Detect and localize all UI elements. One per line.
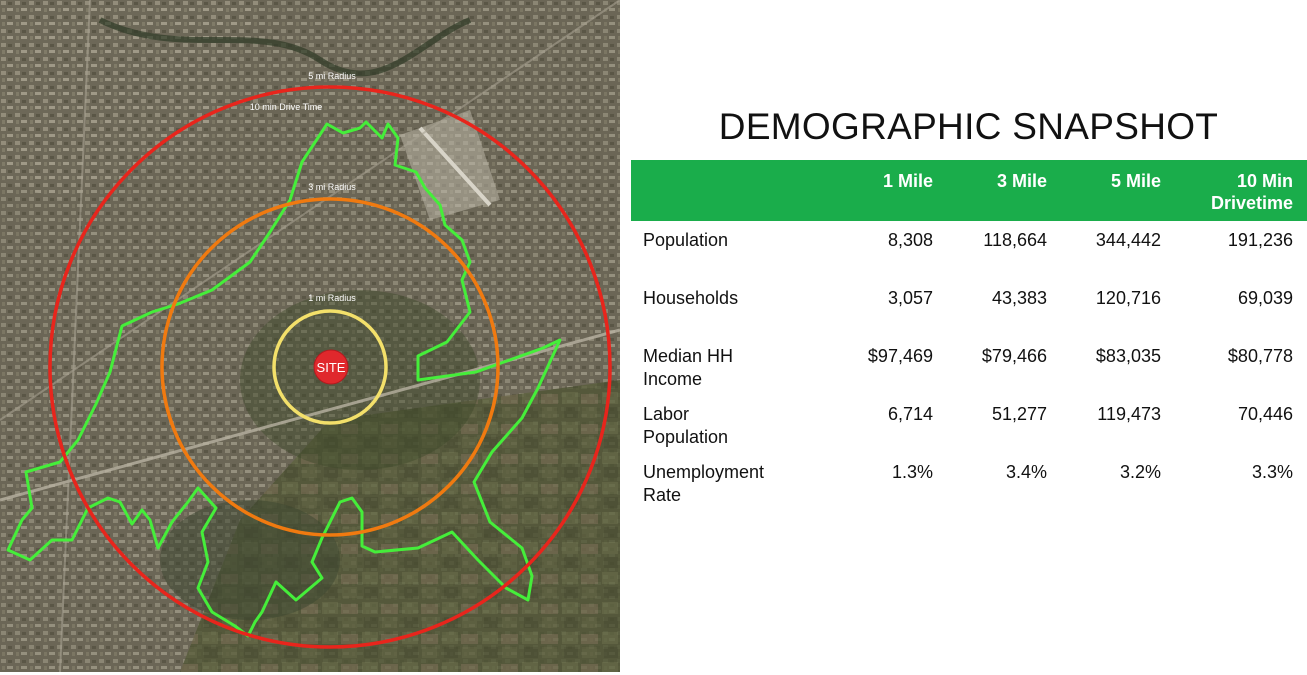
row-label: Labor Population (643, 404, 729, 447)
radius-3mi-ring (160, 197, 500, 537)
cell-value: 1.3% (891, 462, 933, 482)
table-header-row: 1 Mile 3 Mile 5 Mile 10 Min Drivetime (631, 160, 1307, 221)
row-label: Median HH Income (643, 346, 734, 389)
site-marker (313, 349, 349, 385)
page-title: DEMOGRAPHIC SNAPSHOT (718, 106, 1219, 147)
radius-5mi-label: 5 mi Radius (308, 71, 356, 81)
radius-5mi-ring (48, 85, 612, 649)
row-label: Population (643, 230, 729, 250)
cell-value: 3.2% (1119, 462, 1161, 482)
cell-value: $80,778 (1227, 346, 1293, 366)
header-3-mile: 3 Mile (996, 171, 1047, 191)
cell-value: 118,664 (983, 230, 1047, 250)
cell-value: 344,442 (1095, 230, 1161, 250)
radius-1mi-ring (272, 309, 388, 425)
cell-value: 3.4% (1005, 462, 1047, 482)
cell-value: 120,716 (1095, 288, 1161, 308)
cell-value: 6,714 (887, 404, 933, 424)
table-row: Median HH Income $97,469 $79,466 $83,035… (631, 337, 1307, 395)
cell-value: 119,473 (1097, 404, 1161, 424)
header-label (631, 160, 831, 221)
table-row: Households 3,057 43,383 120,716 69,039 (631, 279, 1307, 337)
row-label: Households (643, 288, 739, 308)
cell-value: 51,277 (991, 404, 1047, 424)
cell-value: $83,035 (1095, 346, 1161, 366)
cell-value: 69,039 (1237, 288, 1293, 308)
site-label: SITE (317, 360, 346, 375)
cell-value: 3.3% (1251, 462, 1293, 482)
table-row: Population 8,308 118,664 344,442 191,236 (631, 221, 1307, 279)
cell-value: 43,383 (991, 288, 1047, 308)
table-row: Labor Population 6,714 51,277 119,473 70… (631, 395, 1307, 453)
cell-value: 3,057 (887, 288, 933, 308)
cell-value: 191,236 (1227, 230, 1293, 250)
demographics-table: 1 Mile 3 Mile 5 Mile 10 Min Drivetime Po… (631, 160, 1307, 511)
radius-1mi-label: 1 mi Radius (308, 293, 356, 303)
cell-value: $79,466 (981, 346, 1047, 366)
drive-time-label: 10 min Drive Time (250, 102, 323, 112)
cell-value: 8,308 (887, 230, 933, 250)
drivetime-boundary (6, 120, 562, 638)
radius-3mi-label: 3 mi Radius (308, 182, 356, 192)
header-10-min-drivetime: 10 Min Drivetime (1210, 171, 1293, 213)
header-1-mile: 1 Mile (882, 171, 933, 191)
cell-value: 70,446 (1237, 404, 1293, 424)
table-row: Unemployment Rate 1.3% 3.4% 3.2% 3.3% (631, 453, 1307, 511)
cell-value: $97,469 (867, 346, 933, 366)
header-5-mile: 5 Mile (1110, 171, 1161, 191)
aerial-map: 5 mi Radius 10 min Drive Time 3 mi Radiu… (0, 0, 620, 672)
row-label: Unemployment Rate (643, 462, 765, 505)
